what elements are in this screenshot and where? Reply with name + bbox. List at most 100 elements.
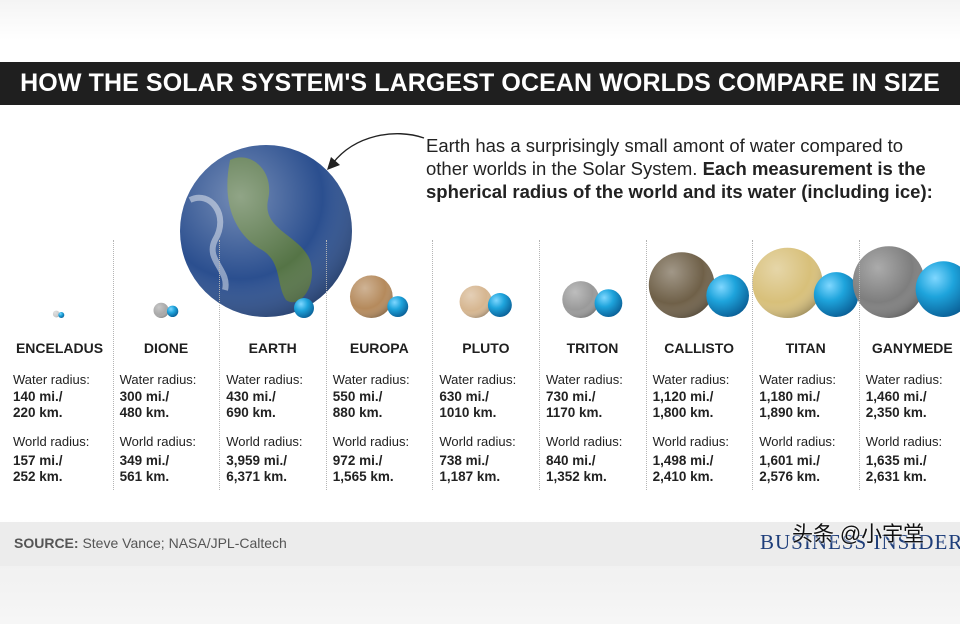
world-radius-value: 1,635 mi./2,631 km. bbox=[866, 453, 927, 485]
world-radius-label: World radius: bbox=[119, 434, 196, 449]
world-radius-label: World radius: bbox=[759, 434, 836, 449]
source-line: SOURCE: Steve Vance; NASA/JPL-Caltech bbox=[14, 535, 287, 551]
world-radius-km: 1,565 km. bbox=[332, 469, 394, 484]
water-radius-km: 1,890 km. bbox=[759, 405, 820, 420]
source-label: SOURCE: bbox=[14, 535, 79, 551]
world-radius-mi: 840 mi./ bbox=[546, 453, 596, 468]
callout-arrow bbox=[332, 132, 425, 164]
world-sphere-shading bbox=[153, 302, 169, 318]
water-radius-km: 220 km. bbox=[13, 405, 63, 420]
world-radius-value: 840 mi./1,352 km. bbox=[546, 453, 607, 485]
world-radius-km: 561 km. bbox=[119, 469, 170, 484]
chart-title: HOW THE SOLAR SYSTEM'S LARGEST OCEAN WOR… bbox=[0, 62, 960, 105]
world-radius-label: World radius: bbox=[226, 434, 303, 449]
source-text: Steve Vance; NASA/JPL-Caltech bbox=[82, 535, 287, 551]
column-divider bbox=[645, 240, 647, 490]
world-sphere-shading bbox=[180, 145, 352, 317]
world-name: ENCELADUS bbox=[15, 340, 104, 356]
water-radius-value: 550 mi./880 km. bbox=[333, 389, 383, 421]
world-name: EUROPA bbox=[349, 340, 409, 356]
water-radius-value: 1,180 mi./1,890 km. bbox=[759, 389, 820, 421]
water-radius-mi: 630 mi./ bbox=[439, 389, 489, 404]
water-sphere bbox=[294, 298, 314, 318]
world-radius-value: 1,498 mi./2,410 km. bbox=[653, 453, 714, 485]
world-name: EARTH bbox=[248, 340, 297, 356]
water-radius-mi: 140 mi./ bbox=[13, 389, 63, 404]
world-sphere-shading bbox=[752, 247, 823, 318]
watermark: 头条 @小宇堂 bbox=[792, 523, 925, 546]
water-radius-km: 1170 km. bbox=[546, 405, 603, 420]
world-radius-label: World radius: bbox=[865, 434, 943, 449]
business-insider-logo: BUSINESS INSIDER bbox=[760, 530, 960, 554]
water-sphere bbox=[166, 305, 179, 317]
water-radius-km: 880 km. bbox=[332, 405, 383, 420]
world-radius-value: 349 mi./561 km. bbox=[120, 453, 170, 485]
world-radius-km: 1,352 km. bbox=[546, 469, 607, 484]
water-radius-label: Water radius: bbox=[332, 372, 410, 387]
water-radius-value: 140 mi./220 km. bbox=[13, 389, 63, 421]
water-radius-mi: 1,180 mi./ bbox=[759, 389, 820, 404]
world-radius-label: World radius: bbox=[652, 434, 729, 449]
world-sphere-shading bbox=[648, 252, 715, 318]
world-radius-km: 1,187 km. bbox=[439, 469, 501, 484]
world-name: CALLISTO bbox=[664, 340, 734, 356]
column-divider bbox=[112, 240, 114, 490]
world-radius-mi: 157 mi./ bbox=[13, 453, 63, 468]
water-radius-label: Water radius: bbox=[119, 372, 197, 387]
water-radius-label: Water radius: bbox=[546, 372, 623, 387]
water-radius-value: 730 mi./1170 km. bbox=[546, 389, 602, 421]
water-radius-value: 300 mi./480 km. bbox=[120, 389, 170, 421]
world-radius-mi: 1,498 mi./ bbox=[652, 453, 714, 468]
intro-bold: Each measurement is the spherical radius… bbox=[426, 158, 933, 202]
world-radius-km: 252 km. bbox=[13, 469, 63, 484]
world-radius-km: 2,631 km. bbox=[865, 469, 927, 484]
water-radius-label: Water radius: bbox=[865, 372, 943, 387]
world-sphere-shading bbox=[852, 246, 925, 318]
water-radius-value: 430 mi./690 km. bbox=[226, 389, 276, 421]
world-name: TRITON bbox=[566, 340, 619, 356]
water-sphere bbox=[387, 296, 409, 317]
water-sphere bbox=[813, 272, 859, 317]
column-divider bbox=[539, 240, 540, 490]
intro-plain: Earth has a surprisingly small amont of … bbox=[426, 135, 904, 179]
world-name: DIONE bbox=[143, 340, 189, 356]
world-radius-label: World radius: bbox=[332, 434, 410, 449]
world-radius-mi: 1,635 mi./ bbox=[865, 453, 927, 468]
world-radius-label: World radius: bbox=[13, 434, 90, 449]
world-name: GANYMEDE bbox=[871, 340, 953, 356]
water-sphere bbox=[594, 289, 623, 317]
water-sphere bbox=[915, 261, 960, 317]
water-radius-km: 1010 km. bbox=[439, 405, 497, 420]
water-radius-mi: 300 mi./ bbox=[119, 389, 170, 404]
water-radius-mi: 550 mi./ bbox=[332, 389, 383, 404]
world-sphere-shading bbox=[349, 275, 393, 318]
column-divider bbox=[219, 240, 221, 490]
water-sphere bbox=[706, 274, 750, 317]
column-divider bbox=[858, 240, 860, 490]
water-radius-value: 1,460 mi./2,350 km. bbox=[866, 389, 927, 421]
worlds-layer bbox=[52, 145, 960, 318]
water-sphere bbox=[58, 312, 65, 318]
footer-band bbox=[0, 522, 960, 566]
water-radius-km: 480 km. bbox=[119, 405, 170, 420]
water-radius-mi: 1,120 mi./ bbox=[652, 389, 714, 404]
world-radius-mi: 3,959 mi./ bbox=[226, 453, 287, 468]
water-radius-km: 690 km. bbox=[226, 405, 276, 420]
world-name: TITAN bbox=[785, 340, 826, 356]
world-radius-label: World radius: bbox=[439, 434, 516, 449]
water-radius-label: Water radius: bbox=[759, 372, 837, 387]
water-radius-mi: 430 mi./ bbox=[226, 389, 276, 404]
water-radius-label: Water radius: bbox=[652, 372, 730, 387]
world-sphere-shading bbox=[459, 285, 492, 318]
world-radius-km: 2,576 km. bbox=[759, 469, 820, 484]
world-radius-mi: 972 mi./ bbox=[332, 453, 383, 468]
intro-text: Earth has a surprisingly small amont of … bbox=[426, 134, 946, 203]
water-radius-label: Water radius: bbox=[226, 372, 304, 387]
world-sphere-shading bbox=[52, 310, 60, 318]
callout-arrowhead bbox=[327, 157, 340, 170]
water-radius-km: 1,800 km. bbox=[652, 405, 714, 420]
world-radius-value: 157 mi./252 km. bbox=[13, 453, 63, 485]
world-radius-value: 3,959 mi./6,371 km. bbox=[226, 453, 287, 485]
column-divider bbox=[432, 240, 434, 490]
